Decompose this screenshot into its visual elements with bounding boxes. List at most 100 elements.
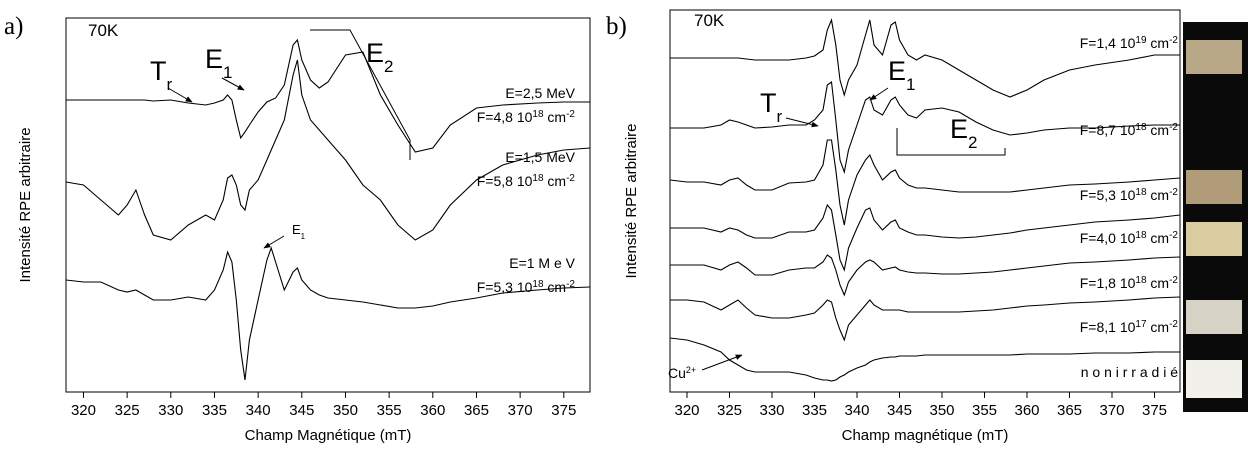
spectrum-line: [670, 203, 1181, 272]
series-name: F=8,1 1017 cm-2: [1080, 319, 1179, 336]
annotation: E1: [888, 56, 915, 94]
series-name-part: E=2,5 MeV: [505, 85, 575, 101]
annotation-part: r: [777, 107, 783, 126]
series-dose-part: cm: [544, 173, 567, 189]
series-name-part: F=1,4 10: [1080, 35, 1136, 51]
x-tick-label: 375: [551, 402, 576, 419]
series-dose-part: -2: [566, 279, 575, 290]
series-name-part: 18: [1135, 275, 1147, 286]
annotation-part: 2: [384, 57, 393, 76]
annotation-part: 1: [301, 232, 306, 241]
plot-frame: [65, 17, 591, 393]
series-name-part: cm: [1147, 319, 1170, 335]
plot-frame: [669, 9, 1181, 393]
series-name-part: -2: [1169, 319, 1178, 330]
series-dose-part: -2: [566, 109, 575, 120]
series-name-part: 18: [1135, 230, 1147, 241]
series-dose-part: F=5,8 10: [477, 173, 533, 189]
spectrum-line: [670, 18, 1180, 98]
annotation: Tr: [150, 56, 173, 94]
annotation-part: T: [760, 88, 777, 118]
series-name-part: 18: [1135, 122, 1147, 133]
annotation: E2: [950, 114, 977, 152]
spectrum-line: [670, 296, 1181, 342]
series-name: F=5,3 1018 cm-2: [1080, 187, 1179, 204]
series-name-part: -2: [1169, 122, 1178, 133]
annotation-part: E: [888, 56, 906, 86]
x-tick-label: 325: [717, 402, 742, 419]
sample-photo: [1186, 40, 1242, 74]
series-name-part: cm: [1147, 122, 1170, 138]
series-name: n o n i r r a d i é: [1081, 364, 1178, 380]
x-tick-label: 340: [246, 402, 271, 419]
annotation: E2: [366, 38, 393, 76]
annotation-part: E: [205, 44, 223, 74]
annotation-part: 1: [906, 75, 915, 94]
annotation-part: E: [950, 114, 968, 144]
spectrum-line: [669, 139, 1181, 226]
y-axis-label: Intensité RPE arbitraire: [623, 123, 640, 278]
x-tick-label: 345: [887, 402, 912, 419]
panel-letter: a): [4, 13, 23, 40]
x-tick-label: 325: [115, 402, 140, 419]
series-dose: F=5,8 1018 cm-2: [477, 173, 576, 190]
e2-bracket: [310, 29, 411, 160]
annotation-part: 70K: [88, 21, 119, 40]
series-name: F=4,0 1018 cm-2: [1080, 230, 1179, 247]
x-tick-label: 330: [158, 402, 183, 419]
x-tick-label: 330: [759, 402, 784, 419]
series-dose: F=4,8 1018 cm-2: [477, 109, 576, 126]
series-name: E=1 M e V: [509, 255, 575, 271]
x-tick-label: 350: [333, 402, 358, 419]
spectrum-line: [669, 337, 1180, 382]
series-name-part: cm: [1147, 35, 1170, 51]
x-tick-label: 355: [972, 402, 997, 419]
x-tick-label: 365: [464, 402, 489, 419]
annotation-arrow: [869, 87, 889, 101]
x-tick-label: 320: [674, 402, 699, 419]
series-name-part: F=8,7 10: [1080, 122, 1136, 138]
x-tick-label: 320: [71, 402, 96, 419]
annotation-arrow: [221, 77, 245, 91]
series-name-part: 19: [1135, 35, 1147, 46]
x-tick-label: 370: [508, 402, 533, 419]
x-tick-label: 365: [1057, 402, 1082, 419]
sample-photo: [1186, 360, 1242, 398]
annotation-part: E: [292, 222, 301, 237]
panel-letter: b): [606, 13, 627, 40]
e2-bracket: [896, 128, 1006, 156]
x-tick-label: 360: [1014, 402, 1039, 419]
annotation: 70K: [88, 21, 119, 40]
spectrum-line: [670, 254, 1181, 297]
x-tick-label: 335: [802, 402, 827, 419]
series-name-part: 18: [1135, 187, 1147, 198]
series-name-part: -2: [1169, 230, 1178, 241]
annotation: 70K: [694, 11, 725, 30]
series-dose-part: 18: [532, 109, 544, 120]
sample-photo: [1186, 300, 1242, 334]
annotation: Cu2+: [668, 365, 696, 381]
series-dose-part: F=5,3 10: [477, 279, 533, 295]
series-name-part: -2: [1169, 275, 1178, 286]
series-dose-part: 18: [532, 173, 544, 184]
annotation: E1: [205, 44, 232, 82]
annotation-part: r: [167, 75, 173, 94]
x-tick-label: 340: [844, 402, 869, 419]
annotation-arrow: [263, 235, 285, 249]
series-dose-part: F=4,8 10: [477, 109, 533, 125]
annotation-part: T: [150, 56, 167, 86]
x-tick-label: 335: [202, 402, 227, 419]
spectrum-line: [670, 81, 1180, 175]
series-name-part: -2: [1169, 35, 1178, 46]
series-name: F=1,4 1019 cm-2: [1080, 35, 1179, 52]
spectrum-line: [65, 246, 591, 381]
x-axis-label: Champ magnétique (mT): [842, 427, 1009, 444]
series-name-part: F=4,0 10: [1080, 230, 1136, 246]
annotation-arrow: [167, 87, 193, 103]
annotation: E1: [292, 222, 306, 241]
sample-photo: [1186, 222, 1242, 256]
series-name-part: n o n i r r a d i é: [1081, 364, 1178, 380]
series-name-part: F=5,3 10: [1080, 187, 1136, 203]
annotation-part: 1: [223, 63, 232, 82]
